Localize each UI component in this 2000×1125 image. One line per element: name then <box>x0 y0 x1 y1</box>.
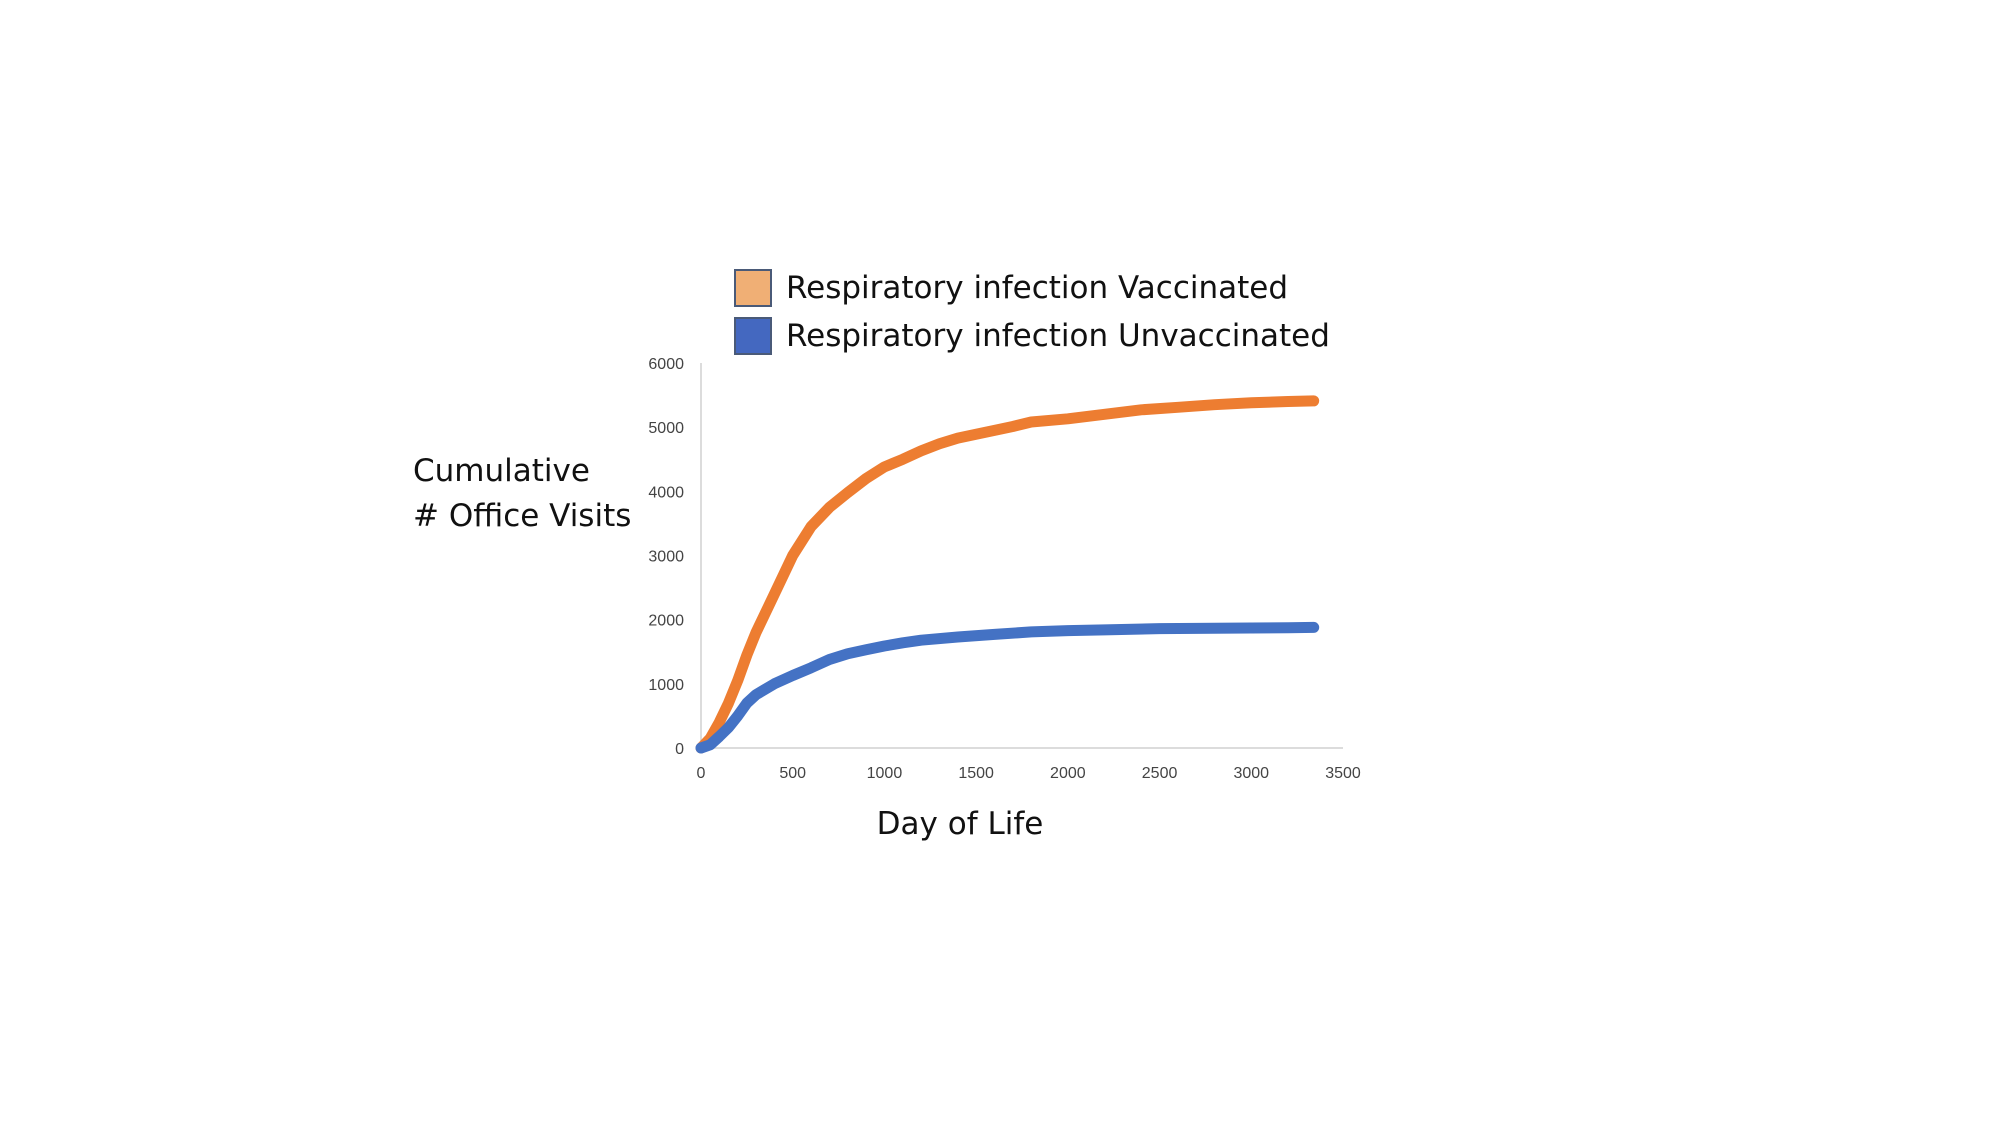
y-tick-label: 5000 <box>648 420 684 437</box>
y-tick-label: 0 <box>675 741 684 758</box>
x-tick-label: 0 <box>697 765 706 782</box>
legend-label-unvaccinated: Respiratory infection Unvaccinated <box>786 318 1330 354</box>
y-axis-label-line-1: Cumulative <box>413 453 590 489</box>
x-tick-label: 1500 <box>958 765 994 782</box>
x-tick-label: 3500 <box>1325 765 1361 782</box>
legend-item-vaccinated: Respiratory infection Vaccinated <box>734 266 1288 310</box>
series-line-unvaccinated <box>695 621 1320 754</box>
y-tick-label: 3000 <box>648 549 684 566</box>
series-line-vaccinated <box>695 395 1320 754</box>
x-tick-label: 500 <box>779 765 806 782</box>
legend-item-unvaccinated: Respiratory infection Unvaccinated <box>734 314 1330 358</box>
x-tick-label: 3000 <box>1233 765 1269 782</box>
x-axis-label: Day of Life <box>876 806 1044 842</box>
y-tick-label: 4000 <box>648 484 684 501</box>
x-tick-label: 2000 <box>1050 765 1086 782</box>
y-tick-label: 6000 <box>648 356 684 373</box>
y-tick-label: 2000 <box>648 613 684 630</box>
y-tick-label: 1000 <box>648 677 684 694</box>
y-axis-label-line-2: # Office Visits <box>413 498 632 534</box>
x-tick-label: 1000 <box>867 765 903 782</box>
x-tick-label: 2500 <box>1142 765 1178 782</box>
legend-swatch-vaccinated <box>734 269 772 307</box>
legend-swatch-unvaccinated <box>734 317 772 355</box>
legend-label-vaccinated: Respiratory infection Vaccinated <box>786 270 1289 306</box>
